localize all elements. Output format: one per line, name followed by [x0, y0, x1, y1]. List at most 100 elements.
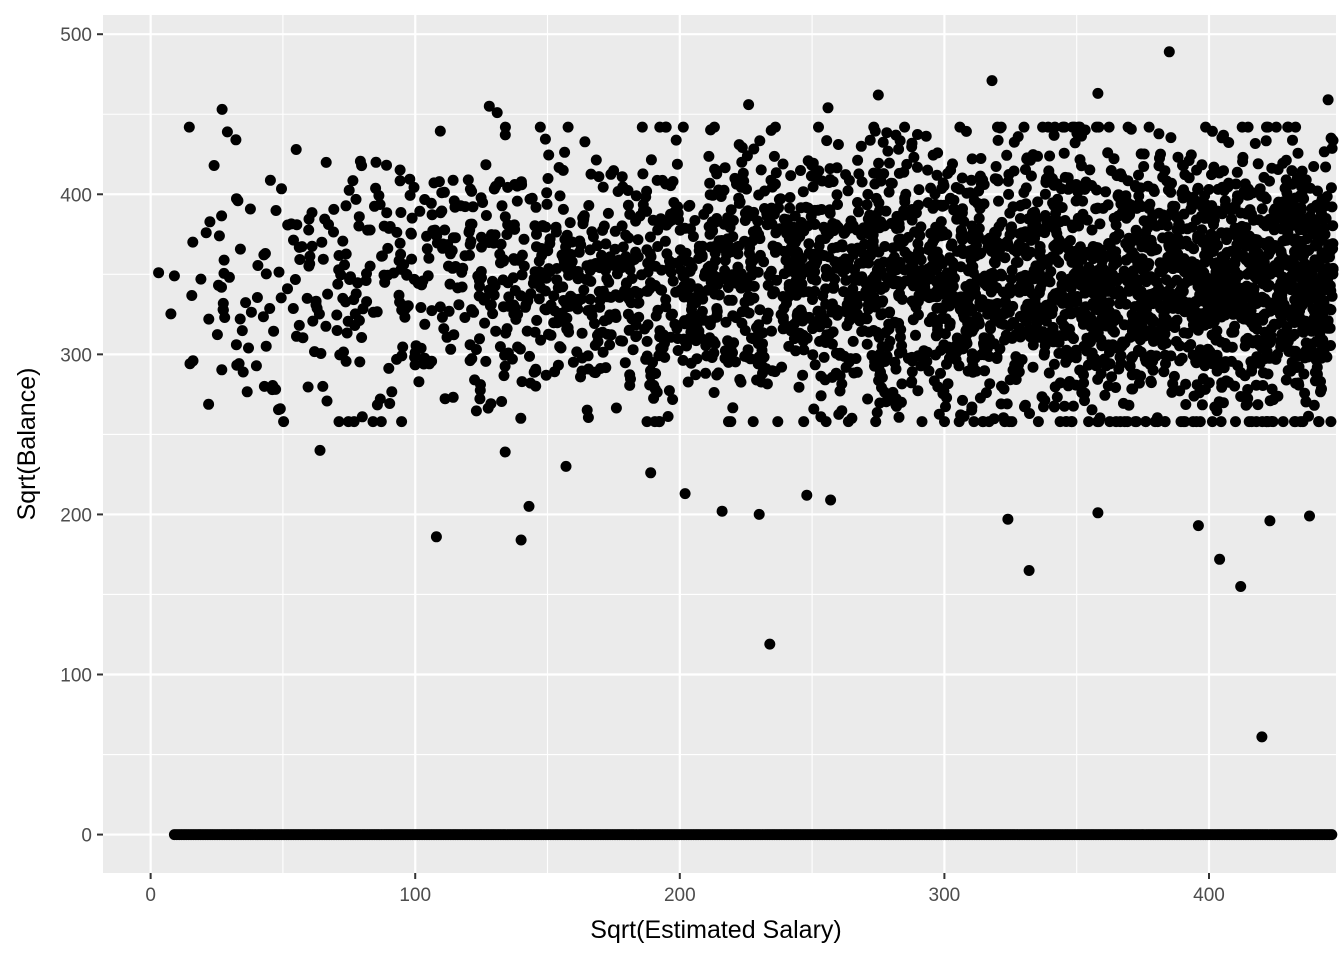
data-point	[975, 153, 987, 164]
data-point	[858, 249, 870, 261]
data-point	[613, 254, 625, 266]
data-point	[826, 371, 838, 383]
data-point	[922, 164, 934, 176]
data-point	[881, 127, 893, 139]
data-point	[559, 146, 571, 158]
data-point	[1215, 416, 1227, 428]
data-point	[993, 195, 1004, 207]
data-point	[1260, 220, 1272, 232]
data-point	[1260, 135, 1272, 147]
data-point	[1281, 321, 1293, 333]
data-point	[1186, 221, 1198, 233]
data-point	[1048, 333, 1060, 345]
data-point	[593, 328, 605, 339]
data-point	[852, 197, 863, 208]
data-point	[1138, 161, 1150, 172]
data-point	[1191, 164, 1203, 176]
data-point	[1016, 354, 1028, 366]
data-point	[861, 291, 872, 303]
data-point	[993, 221, 1005, 233]
data-point	[650, 310, 662, 322]
data-point	[1089, 353, 1101, 365]
data-point	[753, 228, 765, 240]
data-point	[1289, 328, 1301, 340]
data-point	[932, 147, 944, 159]
data-point	[815, 390, 827, 402]
data-point	[1083, 416, 1095, 428]
data-point	[447, 391, 459, 403]
data-point	[675, 264, 687, 276]
data-point	[1292, 377, 1304, 389]
data-point	[923, 365, 935, 377]
data-point	[743, 247, 755, 259]
data-point	[186, 290, 198, 301]
data-point	[901, 158, 913, 170]
data-point	[562, 121, 574, 133]
data-point	[466, 353, 478, 365]
data-point	[1177, 278, 1189, 290]
data-point	[880, 327, 892, 338]
data-point	[439, 393, 451, 405]
data-point	[1125, 199, 1136, 211]
data-point	[291, 219, 303, 231]
data-point	[735, 376, 747, 388]
data-point	[1216, 269, 1228, 281]
data-point	[1032, 307, 1044, 319]
data-point	[1092, 416, 1103, 428]
y-tick-label: 200	[60, 505, 92, 526]
data-point	[1233, 269, 1245, 281]
data-point	[1003, 188, 1015, 200]
data-point	[1165, 186, 1177, 198]
data-point	[287, 303, 299, 314]
data-point	[912, 309, 924, 321]
data-point	[289, 274, 301, 285]
data-point	[1187, 416, 1199, 428]
data-point	[1231, 195, 1243, 207]
data-point	[1281, 187, 1293, 199]
data-point	[899, 246, 911, 258]
data-point	[1067, 400, 1079, 412]
data-point	[792, 247, 804, 259]
y-axis: 0 100 200 300 400 500	[60, 25, 103, 847]
data-point	[1116, 171, 1128, 183]
data-point	[490, 325, 502, 337]
data-point	[260, 340, 272, 352]
data-point	[1323, 239, 1335, 251]
data-point	[356, 332, 368, 343]
x-tick-label: 300	[929, 885, 961, 906]
data-point	[875, 265, 887, 277]
data-point	[894, 331, 906, 343]
data-point	[1108, 153, 1120, 165]
data-point	[941, 392, 953, 404]
data-point	[660, 178, 672, 190]
data-point	[434, 125, 446, 137]
data-point	[1004, 282, 1016, 294]
data-point	[1014, 213, 1026, 224]
data-point	[1006, 416, 1018, 428]
data-point	[303, 224, 315, 236]
data-point	[605, 168, 617, 180]
data-point	[736, 156, 748, 168]
data-point	[838, 261, 850, 273]
data-point	[1100, 186, 1112, 198]
data-point	[1124, 279, 1136, 291]
data-point	[399, 311, 411, 323]
data-point	[548, 290, 560, 302]
data-point	[1022, 232, 1034, 243]
data-point	[1314, 261, 1326, 273]
data-point	[1196, 399, 1208, 411]
data-point	[1074, 121, 1086, 133]
data-point	[1235, 238, 1247, 250]
data-point	[230, 134, 242, 146]
data-point	[1163, 231, 1175, 243]
data-point	[1069, 255, 1081, 267]
data-point	[883, 186, 895, 198]
data-point	[1172, 151, 1184, 163]
data-point	[625, 373, 636, 385]
data-point	[956, 243, 968, 255]
data-point	[1208, 206, 1220, 218]
data-point	[1192, 280, 1204, 292]
data-point	[701, 350, 713, 362]
data-point	[761, 378, 773, 390]
data-point	[846, 412, 858, 424]
